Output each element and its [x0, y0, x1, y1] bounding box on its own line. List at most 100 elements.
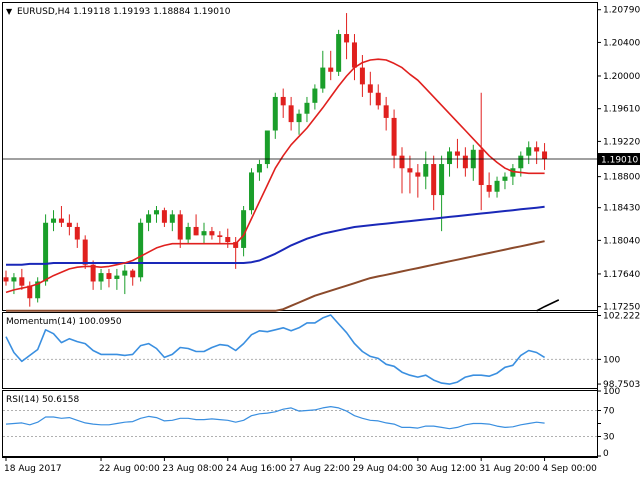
candle-body [312, 88, 318, 103]
candle-body [114, 275, 120, 279]
candle [3, 270, 9, 286]
candle [383, 96, 389, 131]
candle-body [35, 281, 41, 299]
candle [312, 84, 318, 110]
chart-dropdown-icon[interactable]: ▼ [6, 7, 13, 16]
candle-body [510, 168, 516, 177]
candle [130, 268, 136, 286]
momentum-tick-label: 98.7503 [603, 380, 640, 390]
candle-body [66, 222, 72, 227]
rsi-tick-label: 30 [603, 433, 615, 443]
sma-fast-line [5, 58, 545, 294]
candle-body [280, 96, 286, 106]
candle [423, 151, 429, 190]
candle [138, 218, 144, 282]
candle [98, 268, 104, 290]
candle [280, 88, 286, 118]
sma-slow-line [6, 240, 545, 312]
candle-body [494, 180, 500, 192]
candle [470, 144, 476, 181]
candle-body [256, 164, 262, 173]
price-tick-label: 1.18800 [603, 173, 640, 183]
candle-body [11, 277, 17, 282]
time-tick-label: 30 Aug 12:00 [416, 464, 477, 474]
time-axis: 18 Aug 2017 22 Aug 00:00 23 Aug 08:00 24 Au… [4, 457, 597, 474]
rsi-title: RSI(14) 50.6158 [6, 395, 79, 405]
candle [256, 159, 262, 181]
price-tick-label: 1.18430 [603, 204, 640, 214]
rsi-tick-label: 70 [603, 407, 615, 417]
candle-body [502, 176, 508, 181]
candle [153, 205, 159, 223]
candle [478, 92, 484, 211]
candle-body [3, 277, 9, 282]
candle-body [98, 273, 104, 282]
momentum-tick-label: 100 [603, 355, 620, 365]
candle-body [241, 210, 247, 248]
candle-body [526, 147, 532, 156]
candle-body [19, 277, 25, 286]
price-tick-label: 1.19610 [603, 105, 640, 115]
candle [241, 205, 247, 257]
time-tick-label: 31 Aug 20:00 [479, 464, 540, 474]
candle-body [272, 96, 278, 131]
candle [510, 164, 516, 186]
candle [431, 155, 437, 211]
candle-body [233, 242, 239, 248]
candle-body [359, 67, 365, 85]
candle [201, 222, 207, 244]
rsi-tick-label: 0 [603, 449, 609, 459]
candle [526, 141, 532, 165]
candle [542, 143, 548, 170]
price-tick-label: 1.17640 [603, 270, 640, 280]
candle-body [27, 285, 33, 299]
candle [43, 214, 49, 286]
candle [296, 109, 302, 135]
current-price-tag [598, 153, 640, 166]
candle-body [344, 34, 350, 43]
candle [225, 228, 231, 248]
candle-body [375, 92, 381, 106]
candle [288, 96, 294, 131]
candle-body [415, 172, 421, 177]
candle [193, 214, 199, 236]
candle-body [209, 231, 215, 236]
candle [375, 84, 381, 110]
candle-body [169, 214, 175, 223]
candle-body [90, 264, 96, 282]
candle-body [201, 231, 207, 236]
candle-body [391, 117, 397, 156]
candle [19, 268, 25, 290]
candle [328, 50, 334, 81]
candle-body [146, 214, 152, 223]
time-tick-label: 22 Aug 00:00 [99, 464, 160, 474]
candle-body [454, 151, 460, 156]
candle [447, 147, 453, 177]
candle [534, 141, 540, 165]
candle [454, 138, 460, 169]
candle-body [161, 210, 167, 223]
candle-body [122, 270, 128, 276]
candle-body [225, 237, 231, 243]
candle [415, 164, 421, 198]
candle-body [51, 218, 57, 223]
candle-body [288, 105, 294, 123]
symbol-header: EURUSD,H4 1.19118 1.19193 1.18884 1.1901… [17, 7, 231, 17]
candle [169, 210, 175, 232]
candle-body [383, 105, 389, 118]
candle [367, 71, 373, 106]
candle-body [431, 164, 437, 196]
time-tick-label: 29 Aug 04:00 [352, 464, 413, 474]
rsi-panel: 100 70 30 0 [3, 387, 620, 459]
candle [462, 147, 468, 177]
candle [502, 172, 508, 190]
candle-body [58, 218, 64, 223]
candle [391, 109, 397, 169]
candle [264, 130, 270, 169]
price-tick-label: 1.20400 [603, 38, 640, 48]
time-tick-label: 18 Aug 2017 [4, 464, 62, 474]
time-tick-label: 23 Aug 08:00 [162, 464, 223, 474]
price-tick-label: 1.20000 [603, 72, 640, 82]
